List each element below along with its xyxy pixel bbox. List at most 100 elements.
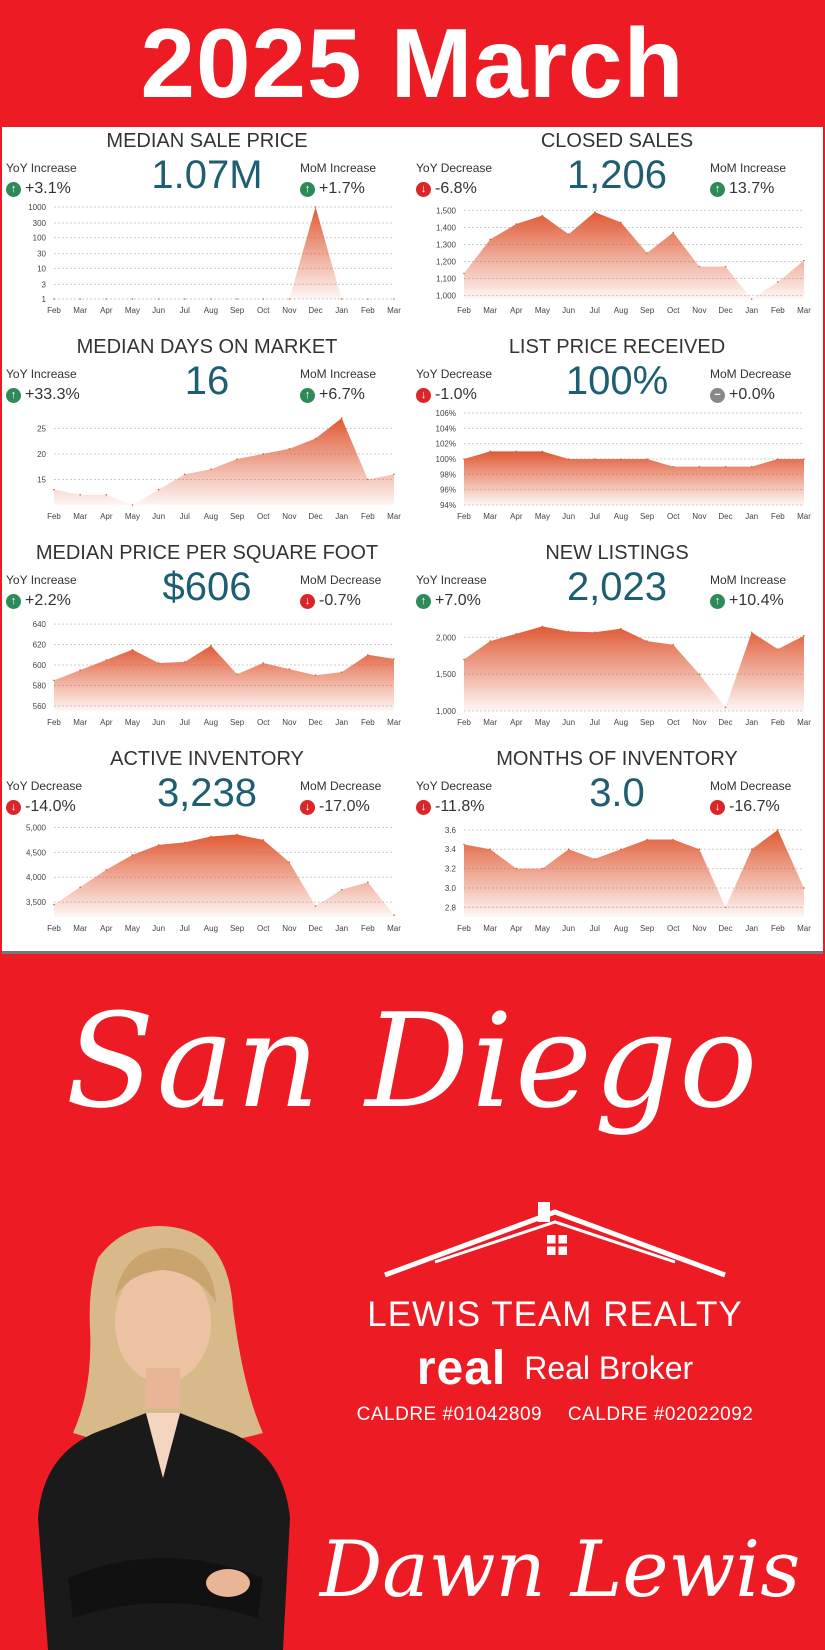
data-point xyxy=(803,887,805,889)
mom-label: MoM Decrease xyxy=(300,573,382,587)
y-tick-label: 1,200 xyxy=(436,258,457,267)
data-point xyxy=(541,625,544,628)
x-tick-label: Aug xyxy=(204,512,218,521)
x-tick-label: Jul xyxy=(590,718,600,727)
yoy-change-value: -6.8% xyxy=(435,180,477,197)
data-point xyxy=(803,458,805,460)
arrow-down-icon: ↓ xyxy=(416,799,431,815)
y-tick-label: 1,400 xyxy=(436,223,457,232)
data-point xyxy=(262,298,265,300)
data-point xyxy=(262,839,265,841)
x-tick-label: Aug xyxy=(614,306,628,315)
arrow-up-icon: ↑ xyxy=(710,181,725,197)
data-point xyxy=(393,473,395,476)
x-tick-label: Mar xyxy=(483,512,497,521)
data-point xyxy=(567,233,570,236)
x-tick-label: Dec xyxy=(718,924,732,933)
x-tick-label: Jan xyxy=(745,718,758,727)
stat-title: ACTIVE INVENTORY xyxy=(110,748,304,770)
y-tick-label: 30 xyxy=(37,250,46,259)
x-tick-label: May xyxy=(125,718,140,727)
page-title: 2025 March xyxy=(140,7,685,118)
data-point xyxy=(803,634,805,637)
x-tick-label: Nov xyxy=(692,718,706,727)
x-tick-label: Jun xyxy=(562,306,575,315)
x-tick-label: May xyxy=(125,306,140,315)
mom-change: ↑ +6.7% xyxy=(300,386,365,404)
stat-headline-value: 3,238 xyxy=(156,771,258,815)
x-tick-label: Apr xyxy=(100,512,113,521)
arrow-down-icon: ↓ xyxy=(300,799,315,815)
x-tick-label: Sep xyxy=(230,924,245,933)
photo-hair-front xyxy=(115,1248,216,1303)
brand-block: LEWIS TEAM REALTY real Real Broker CALDR… xyxy=(340,1202,770,1426)
data-point xyxy=(79,886,81,888)
yoy-change-value: +7.0% xyxy=(435,592,481,609)
x-tick-label: Jan xyxy=(745,512,758,521)
x-tick-label: Feb xyxy=(361,306,375,315)
x-tick-label: Feb xyxy=(47,924,61,933)
arrow-down-icon: ↓ xyxy=(416,387,431,403)
x-tick-label: Mar xyxy=(483,306,497,315)
data-point xyxy=(105,659,108,661)
data-point xyxy=(750,631,753,634)
data-point xyxy=(463,272,465,275)
arrow-down-icon: ↓ xyxy=(300,593,315,609)
x-tick-label: Jul xyxy=(590,924,600,933)
x-tick-label: Jun xyxy=(562,512,575,521)
yoy-label: YoY Decrease xyxy=(416,779,493,793)
data-point xyxy=(620,221,622,224)
y-tick-label: 4,000 xyxy=(26,873,47,882)
x-tick-label: Jun xyxy=(562,924,575,933)
x-tick-label: Aug xyxy=(614,924,628,933)
x-tick-label: Mar xyxy=(797,924,811,933)
data-point xyxy=(393,298,395,300)
x-tick-label: Feb xyxy=(457,924,471,933)
x-tick-label: Dec xyxy=(718,306,732,315)
data-point xyxy=(541,214,544,217)
y-tick-label: 100% xyxy=(436,455,456,464)
mom-change: ↑ 13.7% xyxy=(710,180,774,198)
data-point xyxy=(236,673,238,675)
data-point xyxy=(367,881,369,883)
stat-title: LIST PRICE RECEIVED xyxy=(508,336,726,358)
data-point xyxy=(620,627,622,630)
city-name: San Diego xyxy=(65,985,760,1137)
stat-headline-value: 2,023 xyxy=(566,565,668,609)
x-tick-label: Dec xyxy=(718,718,732,727)
mom-change-value: +1.7% xyxy=(319,180,365,197)
x-tick-label: May xyxy=(125,924,140,933)
data-point xyxy=(593,211,596,213)
data-point xyxy=(183,298,186,300)
data-point xyxy=(698,265,701,268)
y-tick-label: 100 xyxy=(33,234,47,243)
y-tick-label: 580 xyxy=(33,681,47,690)
yoy-label: YoY Increase xyxy=(6,161,77,175)
data-point xyxy=(698,673,701,675)
data-point xyxy=(463,458,465,460)
x-tick-label: Dec xyxy=(718,512,732,521)
y-tick-label: 600 xyxy=(33,661,47,670)
x-tick-label: Mar xyxy=(387,718,401,727)
yoy-label: YoY Decrease xyxy=(416,367,493,381)
house-logo-icon xyxy=(384,1202,726,1278)
data-point xyxy=(724,906,727,909)
minus-icon: − xyxy=(710,387,725,403)
data-point xyxy=(157,488,160,491)
y-tick-label: 1,500 xyxy=(436,206,457,215)
area-chart: 15 20 25 Feb Mar Apr May Jun Jul Aug Sep Oct Nov Dec J… xyxy=(37,417,401,521)
mom-change: ↓ -17.0% xyxy=(300,798,370,816)
x-tick-label: Oct xyxy=(257,306,270,315)
data-point xyxy=(288,861,291,864)
stat-card: MEDIAN SALE PRICE 1.07M YoY Increase ↑ +3.1%… xyxy=(2,127,412,333)
stat-title: MEDIAN SALE PRICE xyxy=(106,130,308,152)
y-tick-label: 1,500 xyxy=(436,670,457,679)
stat-card: CLOSED SALES 1,206 YoY Decrease ↓ -6.8% MoM I… xyxy=(412,127,822,333)
x-tick-label: Dec xyxy=(308,924,322,933)
x-tick-label: Jan xyxy=(335,306,348,315)
stat-headline-value: 3.0 xyxy=(589,771,645,815)
data-point xyxy=(489,640,491,642)
photo-face xyxy=(115,1263,211,1383)
yoy-label: YoY Increase xyxy=(416,573,487,587)
y-tick-label: 94% xyxy=(440,501,456,510)
